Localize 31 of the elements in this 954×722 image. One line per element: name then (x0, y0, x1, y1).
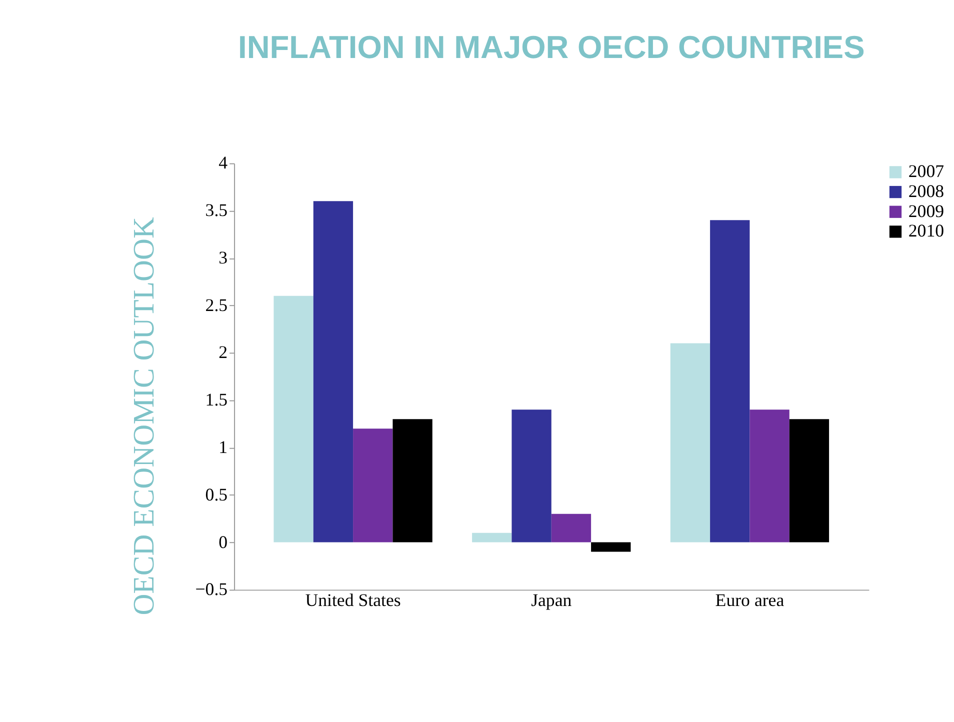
y-tick-label: 3.5 (205, 200, 228, 220)
bar (789, 419, 830, 542)
legend-label: 2009 (908, 200, 944, 221)
bar (750, 410, 790, 542)
y-tick-label: 2 (218, 342, 228, 362)
chart-title: INFLATION IN MAJOR OECD COUNTRIES (238, 29, 865, 66)
y-tick-label: 2.5 (205, 294, 228, 315)
bar (313, 201, 354, 542)
bar (710, 220, 750, 542)
y-tick-label: 4 (218, 152, 228, 173)
x-tick-label: Japan (531, 590, 572, 610)
legend-label: 2008 (908, 180, 944, 201)
bar (512, 410, 552, 542)
text: OECD ECONOMIC OUTLOOK (128, 216, 161, 616)
bar (472, 532, 512, 542)
legend-label: 2010 (908, 220, 944, 241)
y-tick-label: 0 (218, 532, 228, 552)
bar (591, 542, 631, 552)
bar (392, 419, 432, 542)
bar (353, 428, 393, 542)
bar (551, 514, 592, 542)
bar (670, 343, 710, 542)
y-tick-label: 1 (218, 437, 228, 457)
legend-label: 2007 (908, 161, 944, 182)
y-tick-label: 3 (218, 247, 228, 268)
x-tick-label: United States (305, 590, 401, 610)
y-tick-label: −0.5 (195, 579, 228, 600)
y-tick-label: 1.5 (205, 390, 228, 410)
y-tick-label: 0.5 (205, 484, 228, 504)
x-tick-label: Euro area (715, 590, 784, 610)
bar (274, 296, 314, 542)
